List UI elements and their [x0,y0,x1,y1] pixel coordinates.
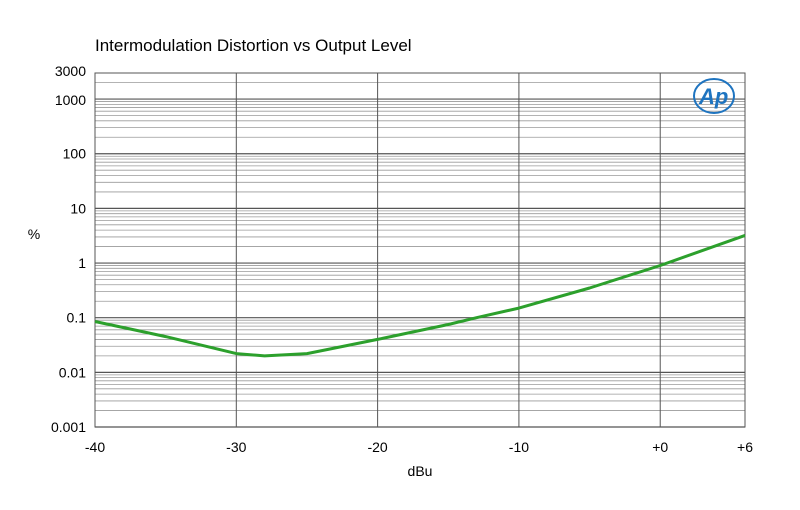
chart-title: Intermodulation Distortion vs Output Lev… [95,36,412,55]
grid [94,72,746,428]
y-tick-labels: 0.001 0.01 0.1 1 10 100 1000 3000 [51,63,86,435]
x-tick-label: -20 [367,439,387,455]
y-tick-label: 3000 [55,63,86,79]
x-tick-label: +6 [737,439,753,455]
y-tick-label: 0.001 [51,419,86,435]
y-tick-label: 0.1 [67,310,87,326]
y-tick-label: 10 [70,200,86,216]
y-tick-label: 1000 [55,92,86,108]
ap-logo-text: Ap [698,84,728,109]
plot-border [94,72,746,428]
x-tick-label: +0 [652,439,668,455]
y-axis-label: % [28,226,40,242]
x-axis-label: dBu [408,463,433,479]
x-tick-label: -10 [509,439,529,455]
series-line [94,233,746,358]
series-group [94,233,746,358]
ap-logo: Ap [693,78,735,114]
y-tick-label: 100 [63,146,87,162]
y-tick-label: 0.01 [59,364,86,380]
x-tick-label: -30 [226,439,246,455]
x-tick-labels: -40 -30 -20 -10 +0 +6 [85,439,753,455]
y-tick-label: 1 [78,255,86,271]
x-tick-label: -40 [85,439,105,455]
